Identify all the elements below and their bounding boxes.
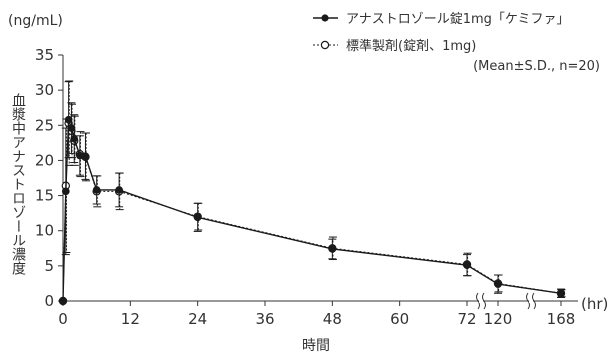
- y-tick-label: 15: [35, 187, 54, 205]
- series-test: [59, 81, 565, 305]
- x-tick-label: 24: [188, 310, 207, 328]
- legend-marker-test: [321, 14, 329, 22]
- y-tick-label: 35: [35, 46, 54, 64]
- data-point-test: [62, 187, 70, 196]
- data-point-test: [64, 115, 73, 124]
- x-tick-label: 0: [58, 310, 68, 328]
- legend-marker-reference: [320, 40, 330, 50]
- x-tick-label: 72: [457, 310, 476, 328]
- data-point-test: [494, 280, 502, 288]
- axis-break-mark: [526, 292, 536, 310]
- line-test: [62, 119, 562, 302]
- x-tick-label: 120: [484, 310, 513, 328]
- y-tick-label: 20: [35, 151, 54, 169]
- legend-item-test: アナストロゾール錠1mg「ケミファ」: [313, 12, 570, 27]
- legend: アナストロゾール錠1mg「ケミファ」 標準製剤(錠剤、1mg): [313, 12, 570, 54]
- axis-break-mark: [476, 292, 486, 310]
- y-tick-label: 5: [44, 257, 54, 275]
- legend-label-reference: 標準製剤(錠剤、1mg): [346, 38, 476, 54]
- data-point-test: [557, 289, 565, 298]
- axis-break-gap: [479, 300, 483, 303]
- y-tick-label: 30: [35, 81, 54, 99]
- x-tick-label: 168: [547, 310, 576, 328]
- series-reference: [58, 80, 566, 306]
- x-axis-title: 時間: [302, 338, 330, 354]
- y-unit-label: (ng/mL): [8, 13, 63, 29]
- data-point-test: [76, 151, 84, 160]
- y-tick-label: 0: [44, 292, 54, 310]
- axis-break-wave: [526, 292, 530, 310]
- axis-break-wave: [476, 292, 480, 310]
- data-point-test: [328, 245, 337, 253]
- stats-note: (Mean±S.D., n=20): [473, 59, 600, 74]
- series-layer: [58, 80, 566, 306]
- data-point-test: [115, 186, 123, 194]
- axis-break-wave: [532, 292, 536, 310]
- x-tick-label: 48: [323, 310, 342, 328]
- data-point-test: [463, 261, 471, 269]
- y-tick-label: 10: [35, 222, 54, 240]
- x-tick-label: 60: [390, 310, 409, 328]
- line-reference: [62, 123, 562, 302]
- y-tick-label: 25: [35, 116, 54, 134]
- legend-label-test: アナストロゾール錠1mg「ケミファ」: [346, 12, 570, 27]
- y-axis-title: 血漿中アナストロゾール濃度: [10, 93, 26, 275]
- x-tick-label: 36: [255, 310, 274, 328]
- axis-break-wave: [482, 292, 486, 310]
- data-point-test: [70, 134, 79, 143]
- data-point-test: [67, 124, 76, 132]
- axis-break-gap: [529, 300, 533, 303]
- data-point-test: [81, 152, 90, 161]
- x-tick-label: 12: [121, 310, 140, 328]
- data-point-test: [59, 297, 67, 305]
- legend-item-reference: 標準製剤(錠剤、1mg): [313, 38, 476, 54]
- axes: 0 5 10 15 20 25 30 35 0 12 24 36 48 60 72 120 168: [35, 46, 578, 328]
- x-unit-label: (hr): [581, 295, 608, 313]
- data-point-test: [193, 213, 202, 222]
- data-point-test: [92, 186, 101, 194]
